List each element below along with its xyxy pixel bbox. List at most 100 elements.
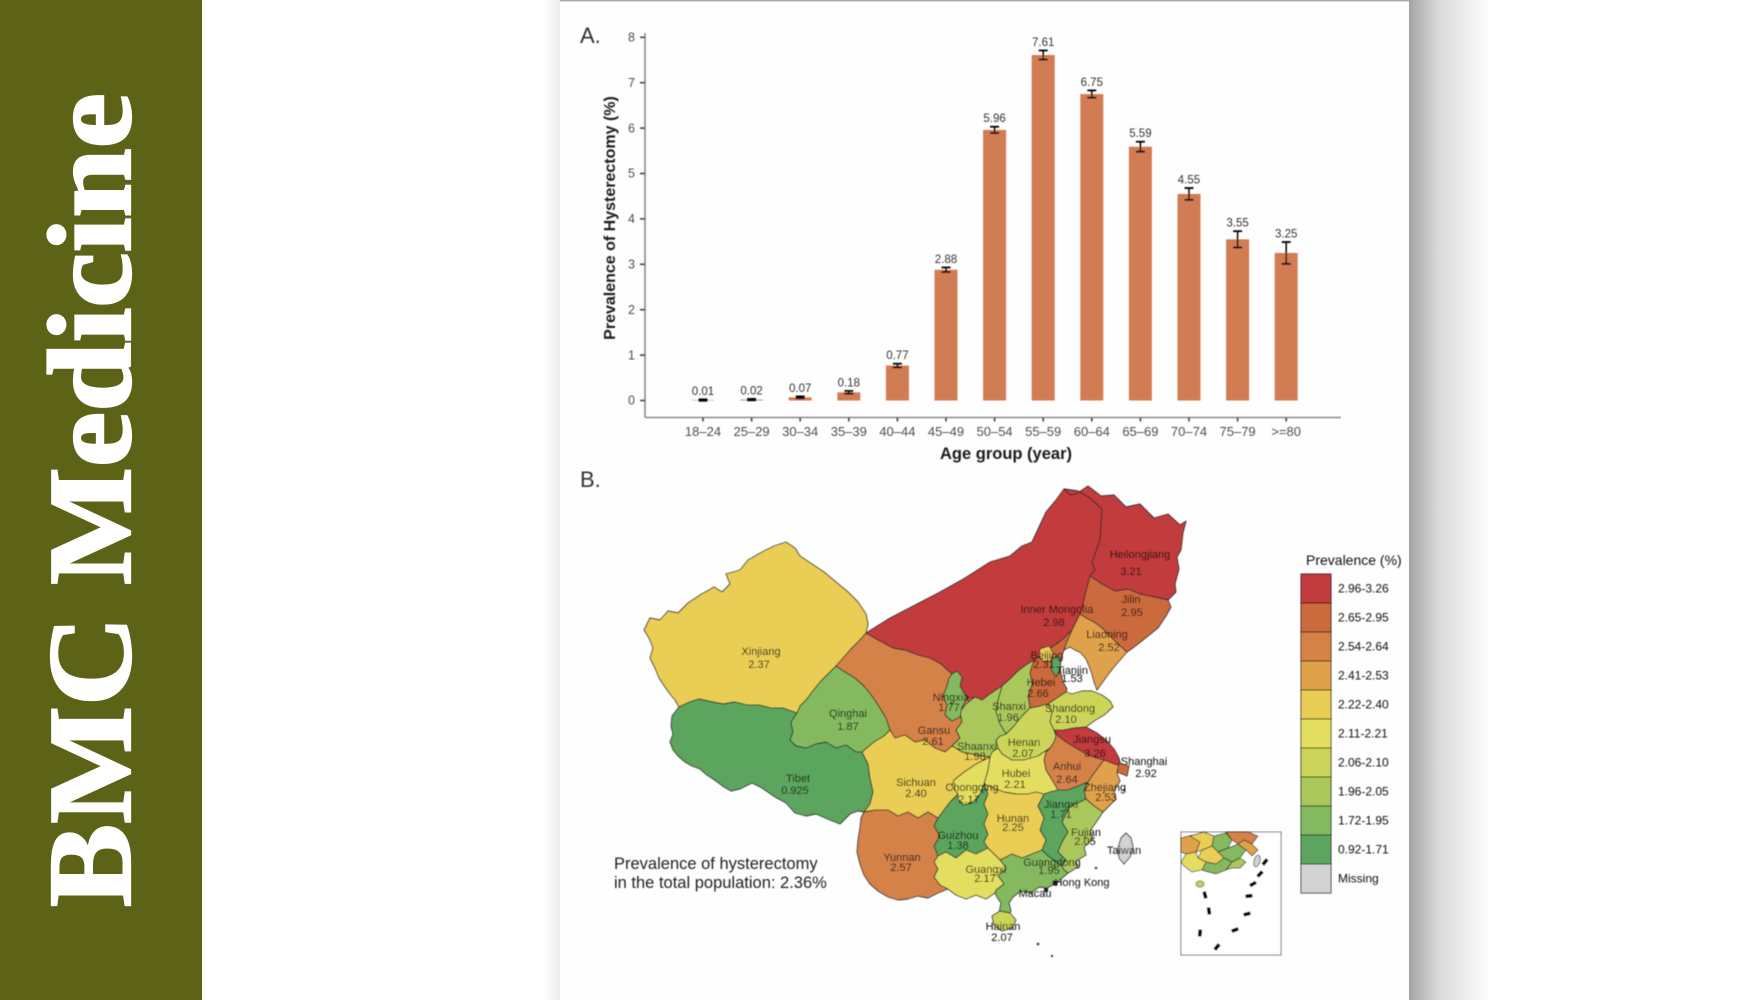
svg-text:2.07: 2.07 — [1012, 748, 1033, 760]
svg-text:Prevalence of Hysterectomy (%): Prevalence of Hysterectomy (%) — [602, 96, 619, 340]
svg-text:Jilin: Jilin — [1122, 594, 1141, 606]
svg-text:Gansu: Gansu — [918, 725, 950, 737]
svg-text:1: 1 — [628, 348, 635, 362]
svg-text:Shanghai: Shanghai — [1121, 756, 1168, 768]
svg-text:2.17: 2.17 — [974, 873, 995, 885]
svg-text:Hong Kong: Hong Kong — [1054, 877, 1109, 889]
svg-text:25–29: 25–29 — [734, 424, 770, 439]
svg-text:2.53: 2.53 — [1095, 792, 1116, 804]
svg-text:Fujian: Fujian — [1071, 827, 1101, 839]
svg-text:1.71: 1.71 — [1050, 809, 1071, 821]
svg-text:2.41-2.53: 2.41-2.53 — [1338, 669, 1389, 683]
svg-text:Yunnan: Yunnan — [883, 852, 920, 864]
svg-text:Guangxi: Guangxi — [966, 864, 1007, 876]
svg-text:3: 3 — [628, 258, 635, 272]
svg-text:Shanxi: Shanxi — [992, 701, 1026, 713]
svg-text:65–69: 65–69 — [1122, 424, 1158, 439]
svg-text:3.26: 3.26 — [1084, 748, 1105, 760]
svg-text:0.925: 0.925 — [781, 785, 809, 797]
svg-text:Chongqing: Chongqing — [945, 782, 998, 794]
svg-text:2.52: 2.52 — [1098, 642, 1119, 654]
svg-text:Anhui: Anhui — [1053, 761, 1081, 773]
svg-text:0.92-1.71: 0.92-1.71 — [1338, 843, 1389, 857]
svg-text:0.07: 0.07 — [789, 383, 811, 395]
svg-text:1.95: 1.95 — [1038, 865, 1059, 877]
svg-text:40–44: 40–44 — [879, 424, 915, 439]
svg-text:4.55: 4.55 — [1178, 175, 1200, 187]
svg-text:2.10: 2.10 — [1055, 714, 1076, 726]
svg-text:2.88: 2.88 — [935, 254, 957, 266]
svg-text:Heilongjiang: Heilongjiang — [1110, 549, 1171, 561]
svg-text:75–79: 75–79 — [1220, 424, 1256, 439]
svg-text:Beijing: Beijing — [1030, 650, 1063, 662]
svg-text:1.38: 1.38 — [947, 840, 968, 852]
svg-text:2: 2 — [628, 303, 635, 317]
svg-text:2.65-2.95: 2.65-2.95 — [1338, 611, 1389, 625]
svg-text:2.66: 2.66 — [1027, 688, 1048, 700]
svg-text:6.75: 6.75 — [1081, 77, 1103, 89]
svg-text:1.72-1.95: 1.72-1.95 — [1338, 814, 1389, 828]
svg-text:2.54-2.64: 2.54-2.64 — [1338, 640, 1389, 654]
svg-text:Shandong: Shandong — [1045, 703, 1095, 715]
svg-text:0.02: 0.02 — [740, 385, 762, 397]
svg-text:Age group (year): Age group (year) — [940, 445, 1072, 463]
svg-text:Qinghai: Qinghai — [829, 708, 867, 720]
svg-text:Prevalence (%): Prevalence (%) — [1306, 552, 1402, 568]
svg-text:70–74: 70–74 — [1171, 424, 1207, 439]
svg-text:Jiangsu: Jiangsu — [1073, 734, 1111, 746]
svg-text:2.06-2.10: 2.06-2.10 — [1338, 756, 1389, 770]
svg-text:Prevalence of hysterectomy: Prevalence of hysterectomy — [614, 855, 818, 873]
svg-text:Hebei: Hebei — [1027, 677, 1056, 689]
svg-text:1.53: 1.53 — [1061, 673, 1082, 685]
svg-text:8: 8 — [628, 31, 635, 45]
svg-text:2.11-2.21: 2.11-2.21 — [1338, 727, 1388, 741]
svg-text:>=80: >=80 — [1271, 424, 1301, 439]
svg-text:60–64: 60–64 — [1074, 424, 1110, 439]
svg-text:0.77: 0.77 — [886, 350, 908, 362]
svg-text:3.25: 3.25 — [1275, 229, 1297, 241]
svg-text:3.21: 3.21 — [1120, 566, 1141, 578]
svg-text:2.17: 2.17 — [958, 794, 979, 806]
svg-text:Xinjiang: Xinjiang — [741, 646, 780, 658]
svg-text:30–34: 30–34 — [782, 424, 818, 439]
svg-text:Jiangxi: Jiangxi — [1044, 799, 1078, 811]
svg-text:35–39: 35–39 — [831, 424, 867, 439]
svg-text:2.07: 2.07 — [991, 932, 1012, 944]
svg-text:2.57: 2.57 — [890, 862, 911, 874]
svg-text:2.95: 2.95 — [1121, 607, 1142, 619]
svg-text:7: 7 — [628, 76, 635, 90]
svg-text:Guangdong: Guangdong — [1023, 857, 1081, 869]
svg-text:BMC Medicine: BMC Medicine — [24, 93, 156, 907]
svg-text:Hubei: Hubei — [1002, 768, 1031, 780]
svg-text:2.37: 2.37 — [748, 659, 769, 671]
svg-text:2.05: 2.05 — [1074, 836, 1095, 848]
svg-text:5: 5 — [628, 167, 635, 181]
svg-text:4: 4 — [628, 212, 635, 226]
svg-text:50–54: 50–54 — [977, 424, 1013, 439]
svg-text:Hainan: Hainan — [986, 921, 1021, 933]
svg-text:Tianjin: Tianjin — [1056, 665, 1088, 677]
svg-text:Shaanxi: Shaanxi — [957, 741, 997, 753]
svg-text:1.96-2.05: 1.96-2.05 — [1338, 785, 1389, 799]
svg-text:2.22-2.40: 2.22-2.40 — [1338, 698, 1389, 712]
svg-text:7.61: 7.61 — [1032, 37, 1054, 49]
svg-text:Sichuan: Sichuan — [896, 777, 936, 789]
svg-text:Inner Mongolia: Inner Mongolia — [1021, 604, 1095, 616]
svg-text:Guizhou: Guizhou — [938, 830, 979, 842]
svg-text:Liaoning: Liaoning — [1086, 629, 1128, 641]
svg-text:1.77: 1.77 — [938, 702, 959, 714]
svg-text:0: 0 — [628, 394, 635, 408]
svg-text:6: 6 — [628, 121, 635, 135]
svg-text:2.25: 2.25 — [1002, 822, 1023, 834]
svg-text:5.96: 5.96 — [983, 113, 1005, 125]
svg-text:2.64: 2.64 — [1056, 774, 1077, 786]
svg-text:2.40: 2.40 — [905, 788, 926, 800]
svg-text:2.61: 2.61 — [922, 736, 943, 748]
svg-text:0.01: 0.01 — [692, 386, 714, 398]
svg-text:1.96: 1.96 — [997, 712, 1018, 724]
svg-text:55–59: 55–59 — [1025, 424, 1061, 439]
svg-text:Macau: Macau — [1018, 888, 1051, 900]
svg-text:Zhejiang: Zhejiang — [1084, 782, 1126, 794]
svg-text:2.92: 2.92 — [1135, 768, 1156, 780]
svg-text:Henan: Henan — [1008, 737, 1040, 749]
